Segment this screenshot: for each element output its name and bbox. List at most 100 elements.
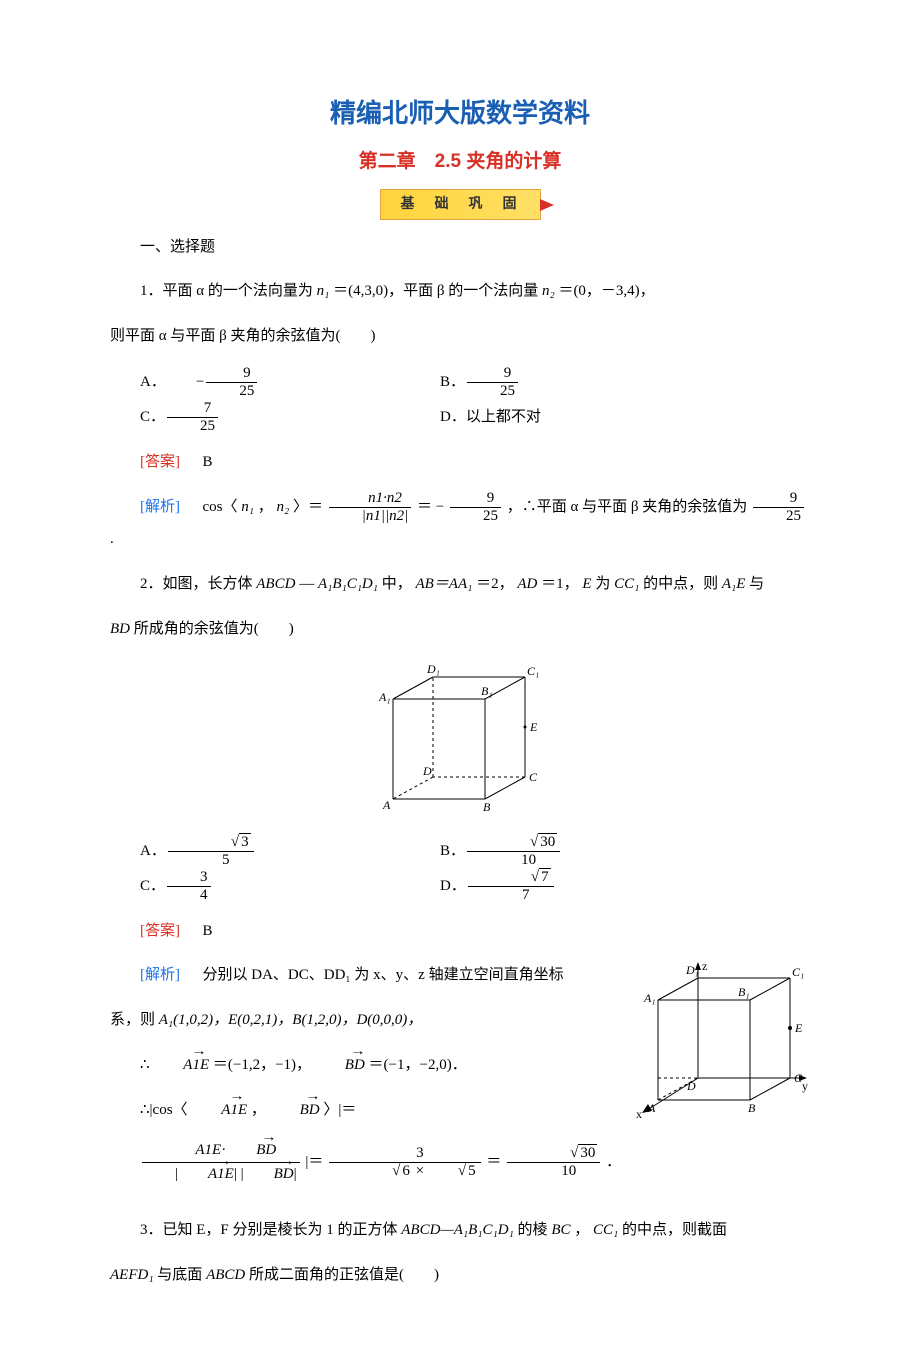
- svg-text:A: A: [382, 798, 391, 812]
- svg-text:C₁: C₁: [527, 664, 539, 678]
- svg-text:B₁: B₁: [738, 985, 750, 999]
- coords: A₁(1,0,2)，E(0,2,1)，B(1,2,0)，D(0,0,0)，: [159, 1012, 423, 1028]
- fraction: √7 7: [468, 870, 554, 903]
- CC1: CC₁: [593, 1222, 618, 1238]
- cuboid-figure: ABCDA₁B₁C₁D₁E: [375, 659, 545, 819]
- svg-text:x: x: [636, 1107, 642, 1120]
- q1-answer: [答案] B: [110, 449, 810, 476]
- body: ABCD: [256, 576, 295, 592]
- vec-BD: BD: [270, 1095, 320, 1125]
- vec-BD: BD: [315, 1050, 365, 1080]
- den: 4: [167, 887, 211, 903]
- den: 25: [167, 418, 218, 434]
- text: 的棱: [518, 1222, 552, 1238]
- dash: —: [299, 576, 314, 592]
- den: |A1E| |BD|: [142, 1163, 300, 1185]
- label: D．: [410, 873, 466, 900]
- text: 中，: [382, 576, 412, 592]
- num: √30: [507, 1146, 600, 1163]
- text: 与底面: [157, 1267, 206, 1283]
- label: C．: [110, 873, 165, 900]
- sign: −: [436, 499, 444, 515]
- num: 9: [450, 491, 501, 508]
- eq: AB＝AA₁: [415, 576, 472, 592]
- q2-opts-row2: C． 3 4 D． √7 7: [110, 870, 810, 903]
- fraction: 9 25: [206, 366, 257, 399]
- num: 3: [167, 870, 211, 887]
- answer-label: [答案]: [140, 454, 180, 470]
- fraction: n1·n2 |n1||n2|: [329, 491, 412, 524]
- n2: n₂: [277, 499, 290, 515]
- text: 的中点，则: [643, 576, 722, 592]
- fraction: 9 25: [450, 491, 501, 524]
- solution-label: [解析]: [140, 499, 180, 515]
- base: ABCD: [206, 1267, 245, 1283]
- comma: ，: [251, 1102, 266, 1118]
- body: ABCD—A₁B₁C₁D₁: [401, 1222, 514, 1238]
- q2-figure2: AB CD A₁B₁ C₁D₁ E z y x: [630, 960, 810, 1130]
- num: 9: [467, 366, 518, 383]
- fraction: 3 4: [167, 870, 211, 903]
- den: 25: [753, 508, 804, 524]
- den: 5: [168, 852, 254, 868]
- text: 系，则: [110, 1012, 159, 1028]
- solution-label: [解析]: [140, 967, 180, 983]
- q2-figure1: ABCDA₁B₁C₁D₁E: [110, 659, 810, 829]
- q1-solution: [解析] cos〈 n₁ ， n₂ 〉＝ n1·n2 |n1||n2| ＝ − …: [110, 491, 810, 554]
- svg-text:B: B: [483, 800, 491, 814]
- text: ，∴平面 α 与平面 β 夹角的余弦值为: [507, 499, 748, 515]
- num: 7: [167, 401, 218, 418]
- comma: ，: [574, 1222, 589, 1238]
- den: 25: [450, 508, 501, 524]
- fraction: A1E·BD |A1E| |BD|: [142, 1140, 300, 1185]
- q2-optC: C． 3 4: [110, 870, 410, 903]
- body2: A₁B₁C₁D₁: [318, 576, 378, 592]
- q1-optA: A． − 9 25: [110, 366, 410, 399]
- BC: BC: [551, 1222, 570, 1238]
- svg-text:A: A: [647, 1101, 656, 1115]
- q2-stem-line1: 2．如图，长方体 ABCD — A₁B₁C₁D₁ 中， AB＝AA₁ ＝2， A…: [110, 569, 810, 599]
- q2-sol-line5: A1E·BD |A1E| |BD| |＝ 3 √6 × √5 ＝ √30 10 …: [110, 1140, 810, 1185]
- q2-optA: A． √3 5: [110, 835, 410, 868]
- text: 的中点，则截面: [622, 1222, 727, 1238]
- sign: −: [166, 369, 204, 396]
- num: 9: [753, 491, 804, 508]
- num: √30: [467, 835, 560, 852]
- q3-stem-line2: AEFD₁ 与底面 ABCD 所成二面角的正弦值是( ): [110, 1260, 810, 1290]
- label: B．: [410, 369, 465, 396]
- text: cos〈: [203, 499, 238, 515]
- fraction: √30 10: [507, 1146, 600, 1179]
- label: A．: [110, 838, 166, 865]
- val: ＝(−1,2，−1)，: [213, 1057, 311, 1073]
- den: 7: [468, 887, 554, 903]
- n1: n₁: [241, 499, 254, 515]
- val: ＝(−1，−2,0)．: [369, 1057, 467, 1073]
- q1-opts-row1: A． − 9 25 B． 9 25: [110, 366, 810, 399]
- q1-stem-line2: 则平面 α 与平面 β 夹角的余弦值为( ): [110, 321, 810, 351]
- svg-text:D: D: [686, 1079, 696, 1093]
- eq: AD: [517, 576, 537, 592]
- svg-text:A₁: A₁: [643, 991, 656, 1005]
- svg-text:E: E: [794, 1021, 803, 1035]
- cuboid-axes-figure: AB CD A₁B₁ C₁D₁ E z y x: [630, 960, 810, 1120]
- q2-optB: B． √30 10: [410, 835, 710, 868]
- svg-text:z: z: [702, 960, 707, 973]
- text: 〉|＝: [323, 1102, 356, 1118]
- den: 10: [507, 1163, 600, 1179]
- banner-text: 基 础 巩 固: [380, 189, 541, 220]
- svg-text:y: y: [802, 1079, 808, 1093]
- q2-stem-line2: BD 所成角的余弦值为( ): [110, 614, 810, 644]
- svg-text:D₁: D₁: [685, 963, 699, 977]
- svg-text:D₁: D₁: [426, 662, 440, 676]
- text: 2．如图，长方体: [140, 576, 256, 592]
- q1-optB: B． 9 25: [410, 366, 710, 399]
- plane: AEFD₁: [110, 1267, 154, 1283]
- text: 3．已知 E，F 分别是棱长为 1 的正方体: [140, 1222, 401, 1238]
- num: n1·n2: [329, 491, 412, 508]
- fraction: 9 25: [467, 366, 518, 399]
- svg-text:E: E: [529, 720, 538, 734]
- q2-answer: [答案] B: [110, 918, 810, 945]
- n2: n₂: [542, 283, 555, 299]
- svg-text:D: D: [422, 764, 432, 778]
- svg-text:C: C: [529, 770, 538, 784]
